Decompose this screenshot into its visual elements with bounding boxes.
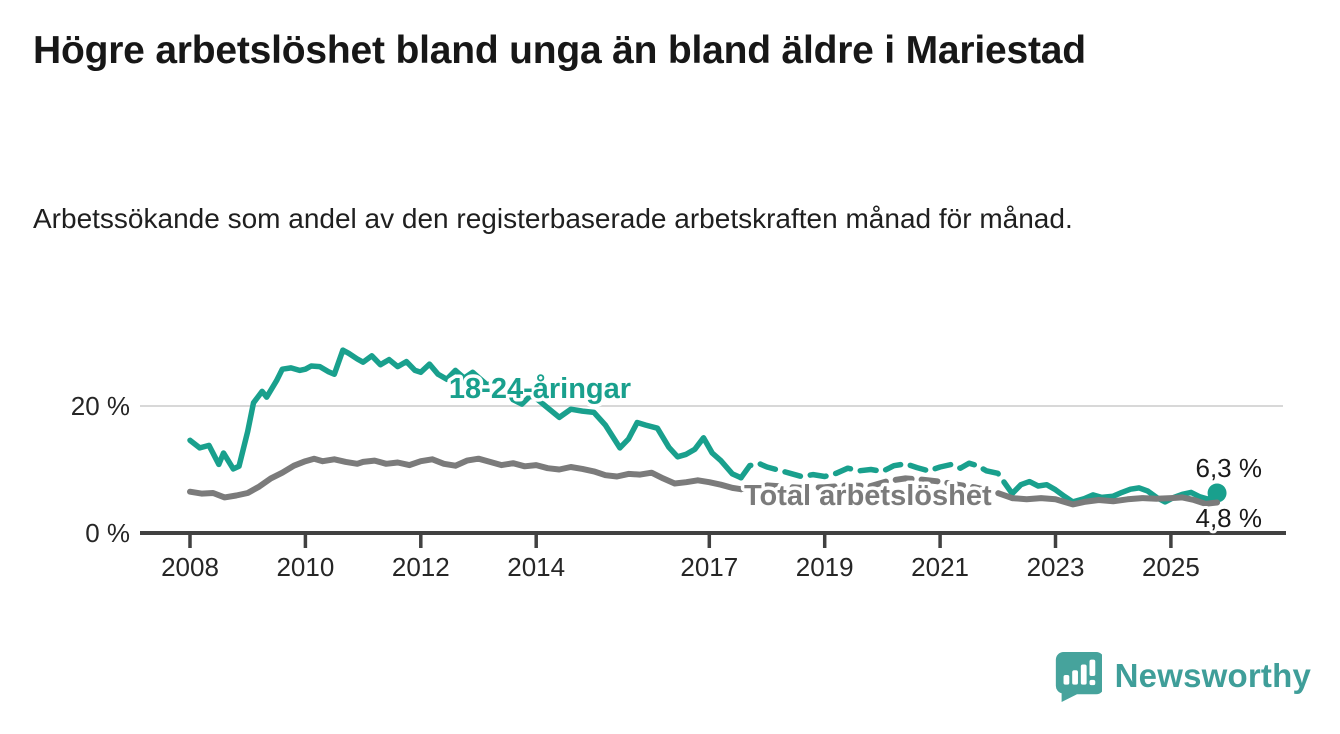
series-path-young-solid2	[1009, 478, 1220, 505]
series-label-total: Total arbetslöshet	[744, 480, 992, 512]
newsworthy-wordmark: Newsworthy	[1114, 657, 1311, 694]
x-tick-label: 2008	[161, 552, 219, 582]
x-axis-tick-labels: 2008 2010 2012 2014 2017 2019 2021 2023 2025	[161, 552, 1200, 582]
series-label-young: 18-24-åringar	[449, 373, 631, 405]
header: Högre arbetslöshet bland unga än bland ä…	[33, 26, 1086, 76]
x-tick-label: 2023	[1027, 552, 1085, 582]
line-chart: 2008 2010 2012 2014 2017 2019 2021 2023 2025 20 …	[0, 305, 1340, 605]
series-path-total-solid1	[187, 455, 744, 501]
x-tick-label: 2021	[911, 552, 969, 582]
page-title: Högre arbetslöshet bland unga än bland ä…	[33, 29, 1086, 72]
x-tick-label: 2017	[680, 552, 738, 582]
y-tick-label: 20 %	[71, 391, 130, 421]
chart-subtitle: Arbetssökande som andel av den registerb…	[33, 203, 1073, 234]
end-value-label-young: 6,3 %	[1196, 453, 1263, 483]
newsworthy-logo: Newsworthy	[1052, 650, 1311, 702]
bubble-shape	[1055, 651, 1102, 702]
series-path-total-dashed	[738, 475, 1016, 502]
x-tick-label: 2019	[796, 552, 854, 582]
series-path-young-solid1	[187, 347, 744, 481]
x-tick-label: 2025	[1142, 552, 1200, 582]
end-value-label-total: 4,8 %	[1196, 503, 1263, 533]
series-lines	[187, 347, 1227, 508]
x-tick-label: 2012	[392, 552, 450, 582]
x-tick-label: 2010	[276, 552, 334, 582]
series-path-young-dashed	[738, 460, 1015, 497]
y-axis-tick-labels: 20 % 0 %	[71, 391, 130, 548]
y-tick-label: 0 %	[85, 518, 130, 548]
newsworthy-bubble-icon	[1055, 651, 1102, 702]
series-end-dot	[1207, 483, 1227, 503]
x-tick-label: 2014	[507, 552, 565, 582]
series-path-total-solid2	[1009, 494, 1221, 508]
bar-chart-glyph	[1063, 659, 1095, 686]
x-axis-ticks	[188, 535, 1173, 548]
chart-canvas: 2008 2010 2012 2014 2017 2019 2021 2023 2025 20 …	[71, 347, 1286, 582]
